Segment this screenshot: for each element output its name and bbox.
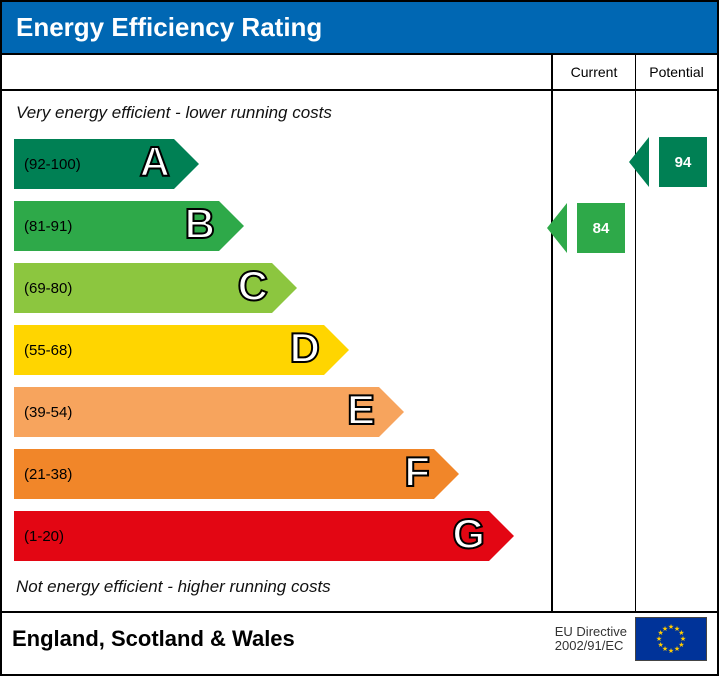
band-letter: E — [347, 389, 375, 431]
band-bar-b: (81-91) B — [14, 201, 219, 251]
band-row: (21-38) F — [14, 445, 551, 503]
band-row: (92-100) A — [14, 135, 551, 193]
directive-block: EU Directive 2002/91/EC ★★★★★★★★★★★★ — [555, 617, 707, 661]
band-row: (55-68) D — [14, 321, 551, 379]
band-row: (39-54) E — [14, 383, 551, 441]
current-column: 84 — [553, 91, 635, 611]
eu-flag-icon: ★★★★★★★★★★★★ — [635, 617, 707, 661]
bands-container: (92-100) A (81-91) B (69-80) C (55-68) D (39-54)… — [2, 129, 551, 571]
band-letter: D — [290, 327, 320, 369]
band-letter: A — [140, 141, 170, 183]
bands-area: Very energy efficient - lower running co… — [2, 91, 553, 611]
inefficient-note: Not energy efficient - higher running co… — [2, 571, 551, 603]
band-letter: C — [238, 265, 268, 307]
eu-star-icon: ★ — [674, 645, 680, 653]
potential-column: 94 — [635, 91, 717, 611]
band-range: (39-54) — [24, 404, 72, 421]
directive-line2: 2002/91/EC — [555, 638, 624, 653]
band-row: (69-80) C — [14, 259, 551, 317]
band-row: (81-91) B — [14, 197, 551, 255]
chart-body: Very energy efficient - lower running co… — [2, 91, 717, 611]
current-pointer: 84 — [567, 203, 635, 253]
band-bar-a: (92-100) A — [14, 139, 174, 189]
band-bar-c: (69-80) C — [14, 263, 272, 313]
band-letter: G — [452, 513, 485, 555]
current-pointer-value: 84 — [577, 203, 625, 253]
band-range: (21-38) — [24, 466, 72, 483]
footer: England, Scotland & Wales EU Directive 2… — [2, 611, 717, 665]
band-row: (1-20) G — [14, 507, 551, 565]
band-range: (81-91) — [24, 218, 72, 235]
band-range: (55-68) — [24, 342, 72, 359]
chart-title: Energy Efficiency Rating — [16, 12, 322, 42]
directive-line1: EU Directive — [555, 624, 627, 639]
efficient-note: Very energy efficient - lower running co… — [2, 97, 551, 129]
header-potential: Potential — [635, 55, 717, 89]
eu-star-icon: ★ — [662, 625, 668, 633]
band-range: (1-20) — [24, 528, 64, 545]
header-current: Current — [553, 55, 635, 89]
rating-columns: 84 94 — [553, 91, 717, 611]
directive-text: EU Directive 2002/91/EC — [555, 625, 627, 654]
header-row: Current Potential — [2, 55, 717, 91]
title-bar: Energy Efficiency Rating — [2, 2, 717, 55]
band-bar-e: (39-54) E — [14, 387, 379, 437]
band-range: (69-80) — [24, 280, 72, 297]
region-label: England, Scotland & Wales — [12, 626, 295, 652]
band-range: (92-100) — [24, 156, 81, 173]
band-bar-g: (1-20) G — [14, 511, 489, 561]
band-letter: B — [185, 203, 215, 245]
header-spacer — [2, 55, 553, 89]
band-letter: F — [404, 451, 430, 493]
potential-pointer: 94 — [649, 137, 717, 187]
eu-star-icon: ★ — [668, 647, 674, 655]
potential-pointer-value: 94 — [659, 137, 707, 187]
epc-chart: Energy Efficiency Rating Current Potenti… — [0, 0, 719, 676]
band-bar-d: (55-68) D — [14, 325, 324, 375]
band-bar-f: (21-38) F — [14, 449, 434, 499]
